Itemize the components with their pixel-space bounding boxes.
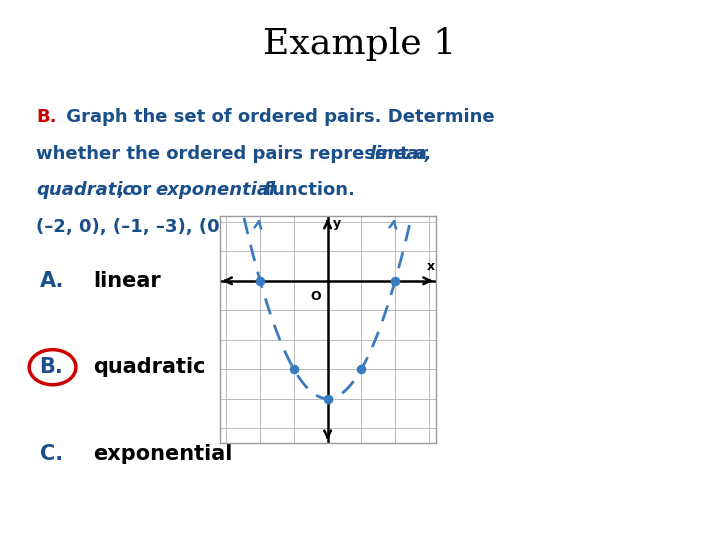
Point bbox=[288, 365, 300, 374]
Text: exponential: exponential bbox=[156, 181, 276, 199]
Text: x: x bbox=[426, 260, 435, 273]
Text: (–2, 0), (–1, –3), (0, –4), (1, –3), (2, 0): (–2, 0), (–1, –3), (0, –4), (1, –3), (2,… bbox=[36, 218, 408, 236]
Text: Example 1: Example 1 bbox=[264, 27, 456, 61]
Text: C.: C. bbox=[40, 443, 63, 464]
Text: exponential: exponential bbox=[94, 443, 233, 464]
Text: , or: , or bbox=[117, 181, 158, 199]
Text: linear: linear bbox=[94, 271, 161, 291]
Text: quadratic: quadratic bbox=[36, 181, 133, 199]
Text: y: y bbox=[333, 218, 341, 231]
Text: function.: function. bbox=[258, 181, 355, 199]
Text: A.: A. bbox=[40, 271, 64, 291]
Text: B.: B. bbox=[40, 357, 63, 377]
Text: linear,: linear, bbox=[369, 145, 432, 163]
Text: O: O bbox=[310, 289, 321, 302]
Point bbox=[390, 276, 401, 285]
Point bbox=[322, 394, 333, 403]
Point bbox=[254, 276, 266, 285]
Text: B.: B. bbox=[36, 108, 56, 126]
Point bbox=[356, 365, 367, 374]
Text: whether the ordered pairs represent a: whether the ordered pairs represent a bbox=[36, 145, 433, 163]
Text: Graph the set of ordered pairs. Determine: Graph the set of ordered pairs. Determin… bbox=[60, 108, 495, 126]
Text: quadratic: quadratic bbox=[94, 357, 206, 377]
